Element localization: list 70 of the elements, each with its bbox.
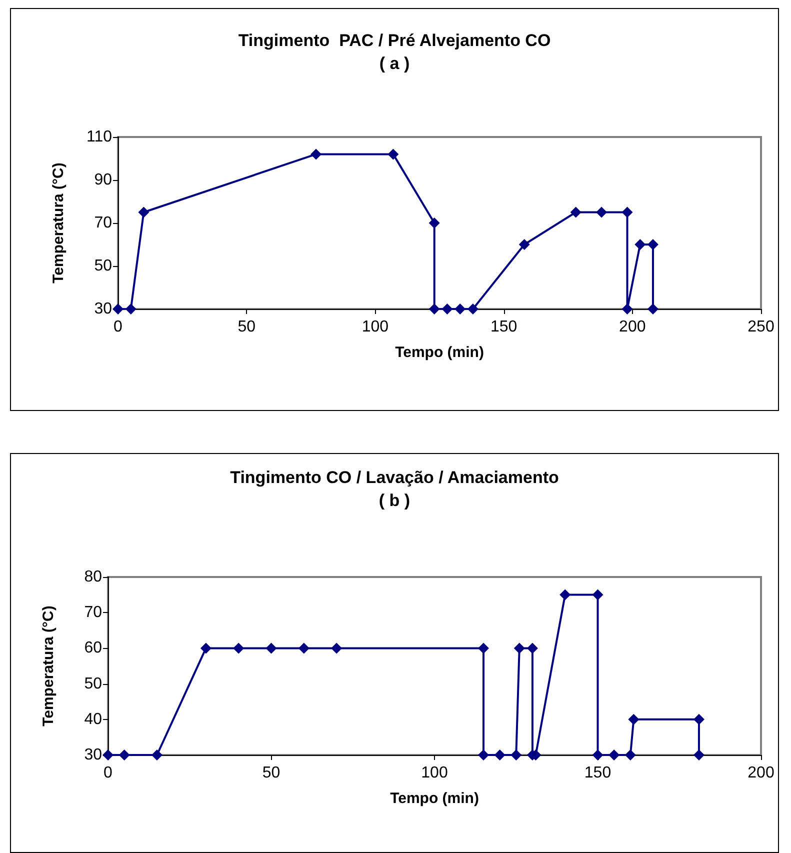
point bbox=[628, 714, 640, 725]
point bbox=[102, 750, 114, 760]
point bbox=[622, 206, 633, 218]
point bbox=[478, 642, 489, 654]
point bbox=[298, 642, 310, 654]
point bbox=[200, 642, 212, 654]
y-tick-label: 30 bbox=[94, 300, 112, 318]
point bbox=[494, 750, 506, 760]
point bbox=[560, 589, 571, 600]
x-tick-label: 200 bbox=[748, 764, 774, 782]
point bbox=[608, 750, 620, 760]
x-axis-title: Tempo (min) bbox=[390, 790, 479, 807]
point bbox=[622, 304, 633, 314]
point bbox=[526, 642, 538, 654]
x-tick-label: 0 bbox=[114, 318, 123, 336]
point bbox=[647, 239, 658, 250]
point bbox=[624, 750, 636, 760]
x-tick-label: 200 bbox=[619, 318, 646, 336]
point bbox=[454, 304, 466, 314]
point bbox=[442, 304, 453, 314]
y-tick-label: 90 bbox=[94, 172, 112, 188]
y-tick-label: 50 bbox=[84, 675, 102, 692]
y-tick-label: 60 bbox=[84, 640, 102, 657]
x-axis-title: Tempo (min) bbox=[395, 344, 484, 361]
point bbox=[233, 642, 244, 654]
point bbox=[478, 750, 489, 760]
y-tick-label: 70 bbox=[94, 214, 112, 232]
point bbox=[266, 642, 277, 654]
point bbox=[647, 304, 658, 314]
point bbox=[570, 206, 582, 218]
point bbox=[467, 304, 478, 314]
y-tick-label: 80 bbox=[84, 568, 102, 586]
point bbox=[693, 750, 704, 760]
point bbox=[151, 750, 162, 760]
chart-subtitle: ( b ) bbox=[378, 491, 410, 510]
x-tick-label: 250 bbox=[748, 318, 774, 336]
x-tick-label: 100 bbox=[421, 764, 448, 782]
y-tick-label: 30 bbox=[84, 746, 102, 764]
x-tick-label: 150 bbox=[584, 764, 612, 782]
y-axis-title: Temperatura (°C) bbox=[50, 162, 67, 284]
point bbox=[592, 750, 604, 760]
point bbox=[510, 750, 522, 760]
point bbox=[592, 589, 604, 600]
chart-subtitle: ( a ) bbox=[379, 54, 410, 73]
x-tick-label: 100 bbox=[362, 318, 389, 336]
point bbox=[518, 239, 530, 250]
y-tick-label: 50 bbox=[94, 258, 112, 274]
point bbox=[634, 239, 646, 250]
x-tick-label: 150 bbox=[490, 318, 518, 336]
point bbox=[388, 148, 399, 160]
chart-title: Tingimento CO / Lavação / Amaciamento bbox=[230, 468, 559, 487]
x-tick-label: 0 bbox=[104, 764, 113, 782]
y-axis-title: Temperatura (°C) bbox=[40, 606, 57, 726]
point bbox=[310, 148, 322, 160]
point bbox=[596, 206, 608, 218]
point bbox=[125, 304, 136, 314]
y-tick-label: 110 bbox=[86, 128, 112, 146]
point bbox=[514, 642, 525, 654]
point bbox=[331, 642, 342, 654]
point bbox=[693, 714, 704, 725]
point bbox=[118, 750, 130, 760]
x-tick-label: 50 bbox=[262, 764, 280, 782]
y-tick-label: 70 bbox=[84, 604, 102, 622]
x-tick-label: 50 bbox=[238, 318, 256, 336]
y-tick-label: 40 bbox=[84, 710, 102, 728]
chart-title: Tingimento PAC / Pré Alvejamento CO bbox=[238, 31, 551, 50]
point bbox=[428, 218, 440, 228]
point bbox=[428, 304, 440, 314]
point bbox=[112, 304, 124, 314]
point bbox=[138, 206, 150, 218]
